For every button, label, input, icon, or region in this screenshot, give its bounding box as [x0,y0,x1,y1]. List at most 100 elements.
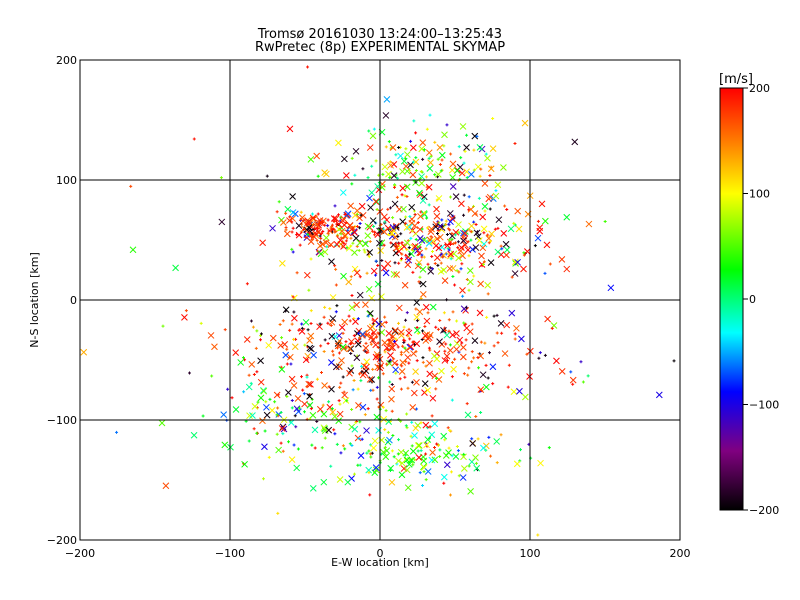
data-point-x [461,229,469,237]
data-point-plus [405,426,409,430]
data-point-plus [321,229,325,233]
data-point-plus [273,400,277,404]
data-point-plus [475,134,479,138]
data-point-x [433,212,441,220]
data-point-x [440,473,448,481]
data-point-x [459,353,467,361]
data-point-x [460,453,467,461]
data-point-x [480,225,488,233]
data-point-plus [427,156,431,160]
data-point-plus [316,230,320,234]
data-point-plus [455,445,459,449]
data-point-plus [387,338,391,342]
data-point-x [405,461,413,468]
data-point-plus [416,220,420,224]
data-point-plus [496,341,500,345]
data-point-plus [478,174,482,178]
data-point-x [382,453,390,461]
scatter-points [80,65,676,537]
data-point-plus [404,360,408,364]
data-point-plus [354,421,358,425]
data-point-x [460,465,468,472]
data-point-x [419,197,427,204]
data-point-plus [484,363,488,367]
data-point-plus [350,156,354,160]
data-point-x [366,249,374,256]
data-point-plus [384,409,388,413]
data-point-plus [363,413,367,417]
data-point-plus [403,346,407,350]
data-point-x [387,344,395,352]
data-point-x [369,217,377,224]
data-point-plus [445,359,449,363]
data-point-x [473,464,481,472]
data-point-plus [418,275,422,279]
data-point-x [386,436,393,444]
data-point-plus [579,360,583,364]
data-point-plus [447,248,451,252]
data-point-plus [488,239,492,243]
data-point-plus [428,266,432,270]
data-point-x [477,386,485,393]
data-point-plus [463,323,467,327]
data-point-x [282,306,290,314]
data-point-plus [397,241,401,245]
data-point-plus [397,145,401,149]
data-point-plus [388,469,392,473]
data-point-plus [210,374,214,378]
data-point-plus [350,444,354,448]
data-point-plus [276,511,280,515]
data-point-x [291,314,298,322]
data-point-x [407,343,415,351]
data-point-x [366,376,374,383]
data-point-plus [255,431,259,435]
data-point-plus [328,307,332,311]
data-point-plus [249,381,253,385]
data-point-x [441,357,449,364]
data-point-plus [369,455,373,459]
data-point-plus [318,322,322,326]
data-point-plus [306,65,310,69]
data-point-x [471,132,479,140]
data-point-x [352,234,360,242]
data-point-plus [268,397,272,401]
colorbar-tick-label: 0 [749,293,756,306]
data-point-plus [247,439,251,443]
data-point-plus [420,227,424,231]
data-point-plus [316,212,320,216]
data-point-x [381,339,389,347]
data-point-plus [223,328,227,332]
data-point-plus [463,149,467,153]
data-point-plus [331,227,335,231]
data-point-plus [420,253,424,257]
data-point-plus [424,175,428,179]
data-point-x [336,410,344,418]
data-point-x [401,281,409,289]
data-point-x [309,485,317,492]
data-point-plus [352,379,356,383]
data-point-plus [522,253,526,257]
data-point-plus [436,231,440,235]
x-tick-label: 200 [670,547,691,560]
data-point-x [443,331,451,339]
data-point-x [365,285,373,293]
data-point-plus [412,119,416,123]
data-point-plus [513,223,517,227]
data-point-plus [410,380,414,384]
data-point-plus [367,471,371,475]
data-point-plus [242,390,246,394]
data-point-x [461,241,469,249]
data-point-plus [341,331,345,335]
data-point-x [436,338,443,346]
data-point-x [289,193,296,200]
data-point-plus [357,436,361,440]
data-point-x [321,248,329,256]
data-point-plus [393,261,397,265]
data-point-x [411,432,418,439]
data-point-x [384,260,392,268]
data-point-x [409,171,417,179]
data-point-plus [381,405,385,409]
data-point-x [441,277,449,285]
data-point-x [80,348,88,356]
data-point-plus [397,438,401,442]
